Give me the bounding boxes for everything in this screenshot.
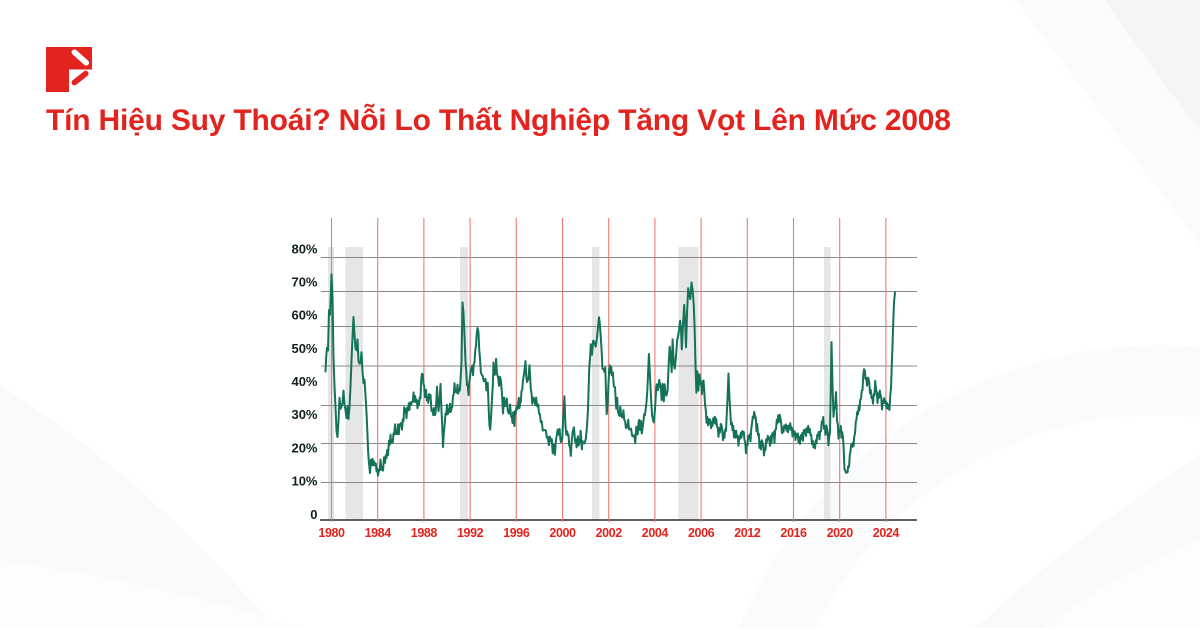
svg-text:2006: 2006	[688, 526, 715, 540]
svg-text:2002: 2002	[596, 526, 623, 540]
svg-text:60%: 60%	[291, 308, 317, 323]
svg-text:20%: 20%	[291, 440, 317, 455]
svg-text:30%: 30%	[291, 407, 317, 422]
svg-text:70%: 70%	[291, 275, 317, 290]
svg-text:2000: 2000	[549, 526, 576, 540]
svg-text:2012: 2012	[734, 526, 761, 540]
svg-text:2020: 2020	[827, 526, 854, 540]
svg-text:1996: 1996	[503, 526, 530, 540]
svg-text:40%: 40%	[291, 374, 317, 389]
svg-text:0: 0	[310, 507, 317, 522]
svg-text:10%: 10%	[291, 474, 317, 489]
svg-text:2004: 2004	[642, 526, 669, 540]
svg-text:1992: 1992	[457, 526, 484, 540]
svg-text:1984: 1984	[365, 526, 392, 540]
svg-text:80%: 80%	[291, 241, 317, 256]
svg-text:2024: 2024	[873, 526, 900, 540]
svg-text:50%: 50%	[291, 341, 317, 356]
svg-text:1988: 1988	[411, 526, 438, 540]
svg-text:1980: 1980	[318, 526, 345, 540]
svg-text:2016: 2016	[780, 526, 807, 540]
